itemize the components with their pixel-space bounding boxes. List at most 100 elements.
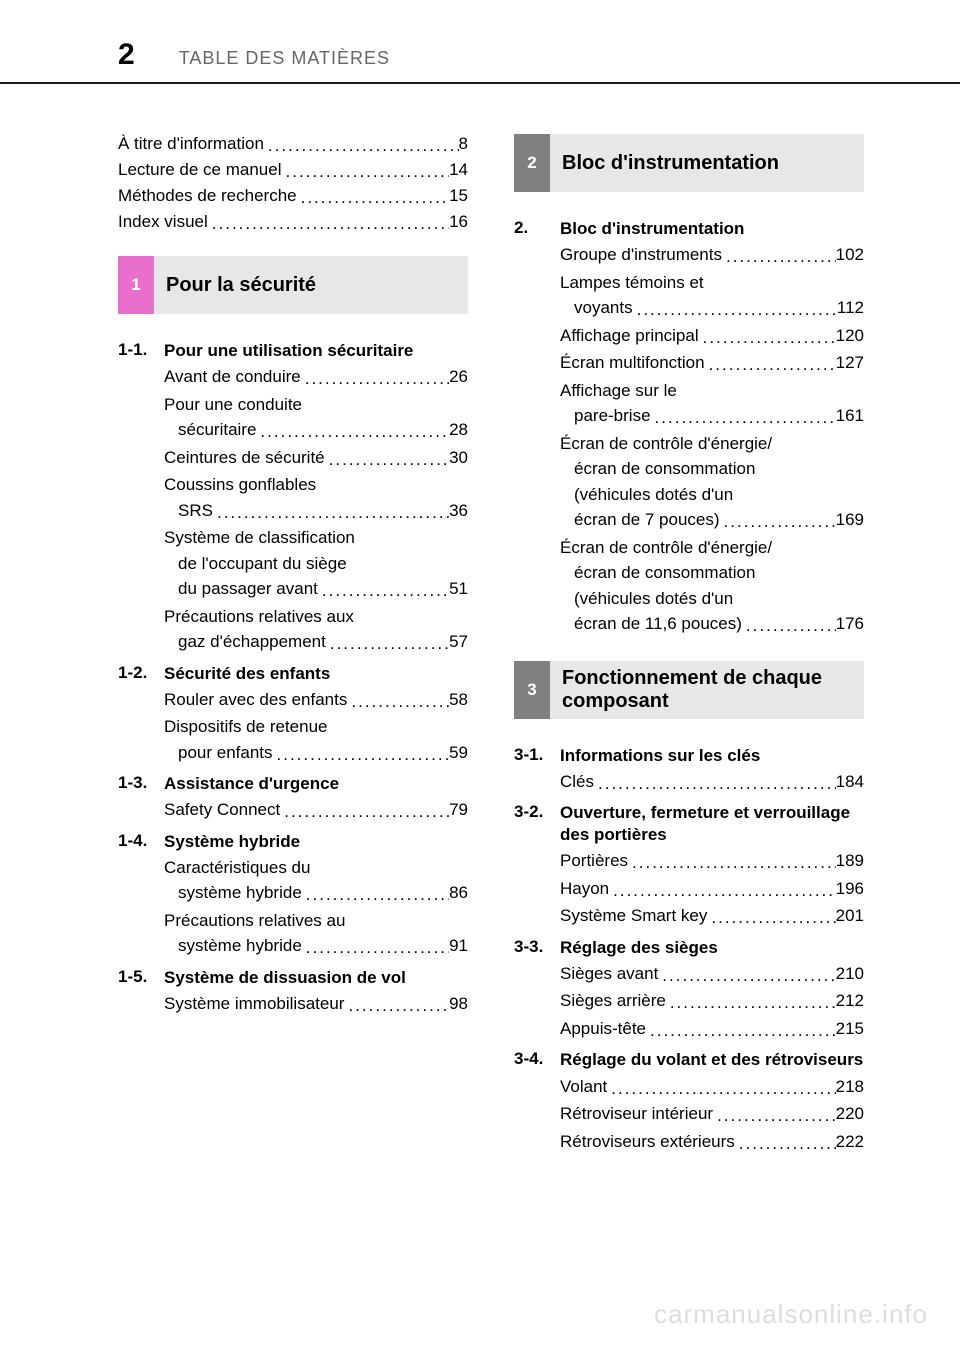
dot-leader: ........................................… (658, 963, 835, 987)
toc-entry: Écran de contrôle d'énergie/écran de con… (560, 535, 864, 637)
toc-section-heading: 1-5.Système de dissuasion de vol (118, 967, 468, 989)
toc-entry-text: Affichage principal (560, 323, 699, 349)
toc-section: 1-1.Pour une utilisation sécuritaireAvan… (118, 340, 468, 655)
toc-entry-text: Précautions relatives au (164, 908, 468, 934)
toc-front-page: 8 (459, 134, 468, 154)
dot-leader: ........................................… (264, 136, 459, 154)
toc-entry-text: Groupe d'instruments (560, 242, 722, 268)
toc-section: 3-2.Ouverture, fermeture et verrouillage… (514, 802, 864, 929)
toc-entry: Système immobilisateur..................… (164, 991, 468, 1017)
dot-leader: ........................................… (594, 771, 836, 795)
toc-section: 1-2.Sécurité des enfantsRouler avec des … (118, 663, 468, 766)
toc-entry-page: 212 (836, 988, 864, 1014)
toc-section: 1-5.Système de dissuasion de volSystème … (118, 967, 468, 1017)
dot-leader: ........................................… (699, 325, 836, 349)
toc-entry: Rouler avec des enfants.................… (164, 687, 468, 713)
toc-entry: Affichage sur lepare-brise..............… (560, 378, 864, 429)
toc-entry-text: Lampes témoins et (560, 270, 864, 296)
toc-section: 3-1.Informations sur les clésClés.......… (514, 745, 864, 795)
toc-section-title: Informations sur les clés (560, 745, 864, 767)
toc-section-title: Bloc d'instrumentation (560, 218, 864, 240)
toc-front-page: 16 (449, 212, 468, 232)
dot-leader: ........................................… (273, 742, 450, 766)
toc-section-title: Système hybride (164, 831, 468, 853)
toc-front-label: Méthodes de recherche (118, 186, 297, 206)
toc-entry-text: Pour une conduite (164, 392, 468, 418)
toc-entry-page: 120 (836, 323, 864, 349)
toc-entry-page: 86 (449, 880, 468, 906)
page: 2 TABLE DES MATIÈRES À titre d'informati… (0, 0, 960, 1358)
chapter-2-body: 2.Bloc d'instrumentationGroupe d'instrum… (514, 218, 864, 637)
toc-section-heading: 1-3.Assistance d'urgence (118, 773, 468, 795)
toc-section-number: 1-2. (118, 663, 164, 683)
toc-entry-lastline: système hybride.........................… (164, 933, 468, 959)
toc-entry: Précautions relatives auxgaz d'échappeme… (164, 604, 468, 655)
toc-entry: Hayon...................................… (560, 876, 864, 902)
chapter-1-title: Pour la sécurité (154, 256, 468, 314)
toc-entry-page: 112 (837, 295, 864, 321)
right-column: 2 Bloc d'instrumentation 2.Bloc d'instru… (514, 134, 864, 1158)
toc-entry-lastline: pour enfants............................… (164, 740, 468, 766)
toc-entry-lastline: voyants.................................… (560, 295, 864, 321)
dot-leader: ........................................… (651, 405, 836, 429)
header-title: TABLE DES MATIÈRES (179, 48, 390, 69)
chapter-1-body: 1-1.Pour une utilisation sécuritaireAvan… (118, 340, 468, 1016)
toc-entry-text: système hybride (164, 933, 302, 959)
toc-section-title: Ouverture, fermeture et verrouillage des… (560, 802, 864, 846)
toc-entry-page: 222 (836, 1129, 864, 1155)
toc-entry: Dispositifs de retenuepour enfants......… (164, 714, 468, 765)
toc-front-label: À titre d'information (118, 134, 264, 154)
toc-entry-text: SRS (164, 498, 213, 524)
toc-front-label: Index visuel (118, 212, 208, 232)
toc-section-number: 3-2. (514, 802, 560, 822)
toc-front-line: Méthodes de recherche...................… (118, 186, 468, 206)
toc-entry: Écran de contrôle d'énergie/écran de con… (560, 431, 864, 533)
toc-entry-text: pour enfants (164, 740, 273, 766)
dot-leader: ........................................… (707, 905, 835, 929)
toc-entry: Pour une conduitesécuritaire............… (164, 392, 468, 443)
toc-entry-lastline: écran de 11,6 pouces)...................… (560, 611, 864, 637)
toc-entry-text: Rétroviseur intérieur (560, 1101, 713, 1127)
chapter-3-band: 3 Fonctionnement de chaque composant (514, 661, 864, 719)
dot-leader: ........................................… (609, 878, 835, 902)
toc-entry-page: 127 (836, 350, 864, 376)
toc-section: 1-3.Assistance d'urgenceSafety Connect..… (118, 773, 468, 823)
front-matter: À titre d'information...................… (118, 134, 468, 232)
chapter-3-title: Fonctionnement de chaque composant (550, 661, 864, 719)
dot-leader: ........................................… (705, 352, 836, 376)
toc-entry: Sièges avant............................… (560, 961, 864, 987)
watermark: carmanualsonline.info (654, 1299, 928, 1330)
toc-entry: Sièges arrière..........................… (560, 988, 864, 1014)
chapter-1-band: 1 Pour la sécurité (118, 256, 468, 314)
toc-entry: Appuis-tête.............................… (560, 1016, 864, 1042)
chapter-3-body: 3-1.Informations sur les clésClés.......… (514, 745, 864, 1154)
toc-entry-text: Précautions relatives aux (164, 604, 468, 630)
toc-section-heading: 2.Bloc d'instrumentation (514, 218, 864, 240)
toc-section-title: Assistance d'urgence (164, 773, 468, 795)
chapter-3-number: 3 (514, 661, 550, 719)
dot-leader: ........................................… (720, 509, 836, 533)
toc-section-number: 1-1. (118, 340, 164, 360)
toc-entry-text: Écran de contrôle d'énergie/ (560, 535, 864, 561)
dot-leader: ........................................… (256, 419, 449, 443)
dot-leader: ........................................… (302, 935, 449, 959)
columns: À titre d'information...................… (0, 84, 960, 1158)
toc-entry-text: Rouler avec des enfants (164, 687, 347, 713)
toc-entry: Portières...............................… (560, 848, 864, 874)
toc-section-number: 2. (514, 218, 560, 238)
toc-entry-page: 196 (836, 876, 864, 902)
toc-entry-text: Avant de conduire (164, 364, 301, 390)
toc-entry-text: (véhicules dotés d'un (560, 482, 864, 508)
toc-entry: Affichage principal.....................… (560, 323, 864, 349)
dot-leader: ........................................… (344, 993, 449, 1017)
toc-entry-text: Caractéristiques du (164, 855, 468, 881)
dot-leader: ........................................… (646, 1018, 836, 1042)
toc-entry-page: 201 (836, 903, 864, 929)
dot-leader: ........................................… (713, 1103, 836, 1127)
toc-section: 3-4.Réglage du volant et des rétroviseur… (514, 1049, 864, 1154)
toc-section: 2.Bloc d'instrumentationGroupe d'instrum… (514, 218, 864, 637)
toc-entry-text: Coussins gonflables (164, 472, 468, 498)
toc-entry-text: Appuis-tête (560, 1016, 646, 1042)
toc-entry-page: 91 (449, 933, 468, 959)
toc-entry-lastline: écran de 7 pouces)......................… (560, 507, 864, 533)
